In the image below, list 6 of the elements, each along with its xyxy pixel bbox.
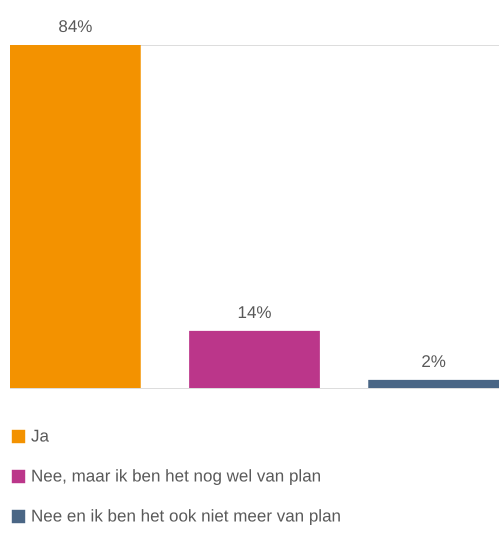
data-label: 14% bbox=[237, 302, 272, 322]
legend-label: Nee en ik ben het ook niet meer van plan bbox=[31, 506, 341, 526]
legend-label: Nee, maar ik ben het nog wel van plan bbox=[31, 466, 322, 486]
data-label: 84% bbox=[58, 17, 92, 36]
legend-label: Ja bbox=[31, 426, 50, 446]
data-label: 2% bbox=[421, 352, 446, 371]
